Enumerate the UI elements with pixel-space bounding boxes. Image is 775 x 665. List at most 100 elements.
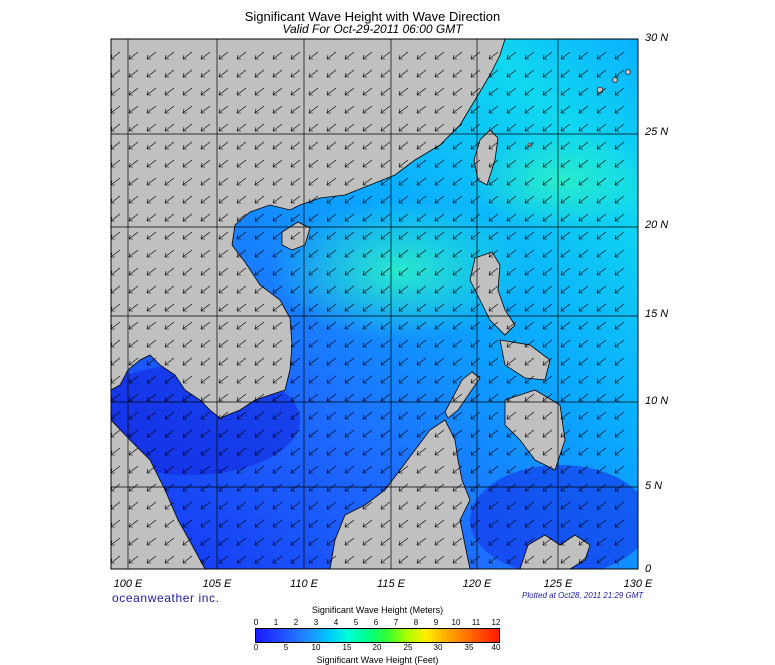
wave-arrow (362, 555, 373, 564)
wave-arrow (272, 69, 283, 78)
wave-arrow (380, 105, 391, 114)
wave-arrow (596, 519, 607, 528)
wave-arrow (344, 411, 355, 420)
wave-arrow (524, 195, 535, 204)
wave-arrow (254, 375, 265, 384)
wave-arrow (380, 195, 391, 204)
wave-arrow (344, 483, 355, 492)
wave-arrow (236, 159, 247, 168)
wave-arrow (308, 267, 319, 276)
wave-arrow (182, 555, 193, 564)
wave-arrow (416, 393, 427, 402)
wave-arrow (200, 141, 211, 150)
wave-arrow (470, 537, 481, 546)
wave-arrow (272, 519, 283, 528)
wave-arrow (326, 177, 337, 186)
wave-arrow (506, 51, 517, 60)
wave-arrow (614, 87, 625, 96)
wave-arrow (290, 177, 301, 186)
wave-arrow (488, 105, 499, 114)
wave-arrow (182, 177, 193, 186)
wave-arrow (416, 267, 427, 276)
wave-arrow (290, 501, 301, 510)
wave-arrow (272, 339, 283, 348)
wave-arrow (200, 411, 211, 420)
wave-arrow (488, 393, 499, 402)
wave-arrow (344, 519, 355, 528)
wave-arrow (524, 285, 535, 294)
wave-arrow (128, 483, 139, 492)
wave-arrow (524, 303, 535, 312)
wave-arrow (506, 159, 517, 168)
wave-arrow (560, 69, 571, 78)
wave-arrow (182, 393, 193, 402)
wave-arrow (236, 195, 247, 204)
wave-arrow (416, 411, 427, 420)
wave-arrow (452, 465, 463, 474)
wave-arrow (182, 51, 193, 60)
wave-arrow (578, 447, 589, 456)
wave-arrow (344, 249, 355, 258)
wave-arrow (272, 105, 283, 114)
wave-arrow (398, 375, 409, 384)
wave-arrow (398, 411, 409, 420)
wave-arrow (164, 285, 175, 294)
wave-arrow (398, 357, 409, 366)
wave-arrow (326, 411, 337, 420)
wave-arrow (128, 249, 139, 258)
wave-arrow (308, 249, 319, 258)
wave-arrow (146, 411, 157, 420)
wave-arrow (398, 537, 409, 546)
wave-arrow (416, 447, 427, 456)
wave-arrow (470, 249, 481, 258)
wave-arrow (470, 501, 481, 510)
wave-arrow (614, 249, 625, 258)
wave-direction-arrows (111, 51, 625, 564)
wave-arrow (362, 87, 373, 96)
wave-arrow (506, 537, 517, 546)
wave-arrow (308, 321, 319, 330)
wave-arrow (236, 87, 247, 96)
wave-arrow (398, 339, 409, 348)
wave-arrow (128, 213, 139, 222)
wave-arrow (380, 393, 391, 402)
legend-tick: 12 (491, 618, 501, 627)
wave-arrow (380, 87, 391, 96)
wave-arrow (398, 141, 409, 150)
wave-arrow (200, 321, 211, 330)
wave-arrow (236, 357, 247, 366)
wave-arrow (182, 339, 193, 348)
wave-arrow (560, 141, 571, 150)
legend-tick: 7 (393, 618, 399, 627)
wave-arrow (452, 285, 463, 294)
wave-arrow (272, 213, 283, 222)
wave-arrow (398, 105, 409, 114)
wave-arrow (146, 105, 157, 114)
wave-arrow (326, 447, 337, 456)
wave-arrow (506, 195, 517, 204)
wave-arrow (434, 411, 445, 420)
wave-arrow (434, 123, 445, 132)
legend-tick: 0 (253, 618, 259, 627)
wave-arrow (398, 267, 409, 276)
wave-arrow (200, 69, 211, 78)
wave-arrow (542, 483, 553, 492)
wave-arrow (542, 87, 553, 96)
wave-arrow (614, 447, 625, 456)
wave-arrow (200, 447, 211, 456)
wave-arrow (128, 141, 139, 150)
wave-arrow (200, 339, 211, 348)
land-malay-peninsula (111, 419, 206, 569)
wave-arrow (254, 213, 265, 222)
wave-arrow (182, 159, 193, 168)
wave-arrow (452, 411, 463, 420)
legend-tick: 35 (464, 643, 474, 652)
wave-arrow (398, 123, 409, 132)
wave-arrow (164, 339, 175, 348)
wave-arrow (470, 555, 481, 564)
wave-arrow (452, 69, 463, 78)
wave-arrow (434, 303, 445, 312)
wave-arrow (128, 195, 139, 204)
wave-arrow (434, 249, 445, 258)
wave-arrow (308, 537, 319, 546)
